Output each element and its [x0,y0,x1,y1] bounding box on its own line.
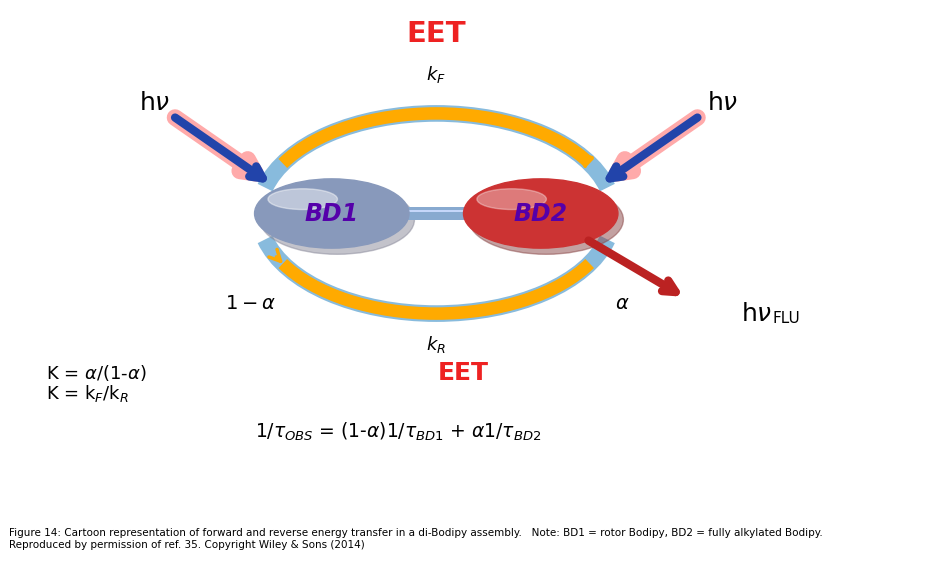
Text: K = k$_F$/k$_R$: K = k$_F$/k$_R$ [45,382,129,404]
Text: BD2: BD2 [514,201,567,226]
Text: FLU: FLU [772,311,800,326]
Bar [401,214,471,219]
Ellipse shape [476,189,546,209]
Ellipse shape [255,179,409,248]
Text: EET: EET [406,20,466,48]
Ellipse shape [469,185,623,254]
Text: h$\nu$: h$\nu$ [139,91,171,115]
Text: Figure 14: Cartoon representation of forward and reverse energy transfer in a di: Figure 14: Cartoon representation of for… [9,528,823,550]
Ellipse shape [464,179,618,248]
Text: 1/$\tau_{OBS}$ = (1-$\alpha$)1/$\tau_{BD1}$ + $\alpha$1/$\tau_{BD2}$: 1/$\tau_{OBS}$ = (1-$\alpha$)1/$\tau_{BD… [255,421,541,443]
Text: h$\nu$: h$\nu$ [741,302,772,325]
Text: K = $\alpha$/(1-$\alpha$): K = $\alpha$/(1-$\alpha$) [45,363,146,382]
Text: $k_F$: $k_F$ [426,64,446,85]
Text: $\alpha$: $\alpha$ [616,294,629,313]
Ellipse shape [260,185,414,254]
Text: $k_R$: $k_R$ [426,334,446,355]
Bar [401,210,471,212]
Text: BD1: BD1 [305,201,359,226]
Bar [401,208,471,213]
Bar [401,207,471,220]
Text: $1-\alpha$: $1-\alpha$ [224,294,275,313]
Ellipse shape [268,189,337,209]
Text: EET: EET [438,360,489,385]
Text: h$\nu$: h$\nu$ [706,91,738,115]
